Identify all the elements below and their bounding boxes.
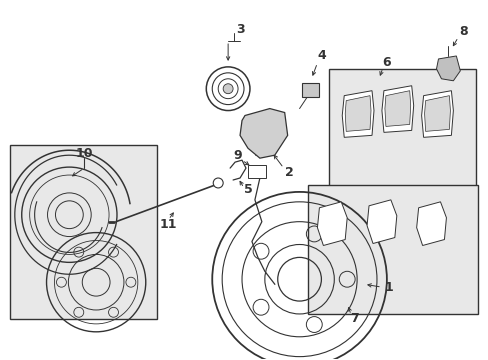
Polygon shape: [317, 202, 346, 246]
Circle shape: [213, 178, 223, 188]
Polygon shape: [342, 91, 373, 137]
Text: 1: 1: [384, 281, 392, 294]
Text: 7: 7: [349, 312, 358, 325]
Bar: [10, 145, 156, 319]
Polygon shape: [421, 91, 452, 137]
Text: 8: 8: [458, 24, 467, 38]
Bar: [301, 83, 319, 96]
Text: 9: 9: [233, 149, 242, 162]
Bar: [307, 185, 477, 314]
Text: 4: 4: [316, 49, 325, 63]
Bar: [328, 69, 475, 216]
Polygon shape: [436, 56, 459, 81]
Polygon shape: [366, 200, 396, 243]
Circle shape: [223, 84, 233, 94]
Polygon shape: [381, 86, 413, 132]
Bar: [247, 165, 265, 178]
Text: 5: 5: [243, 184, 252, 197]
Polygon shape: [416, 202, 446, 246]
Polygon shape: [384, 91, 410, 126]
Text: 11: 11: [160, 218, 177, 231]
Text: 6: 6: [382, 57, 390, 69]
Text: 2: 2: [285, 166, 293, 179]
Polygon shape: [345, 96, 370, 131]
Text: 10: 10: [75, 147, 93, 160]
Polygon shape: [240, 109, 287, 158]
Text: 3: 3: [235, 23, 244, 36]
Polygon shape: [424, 96, 449, 131]
